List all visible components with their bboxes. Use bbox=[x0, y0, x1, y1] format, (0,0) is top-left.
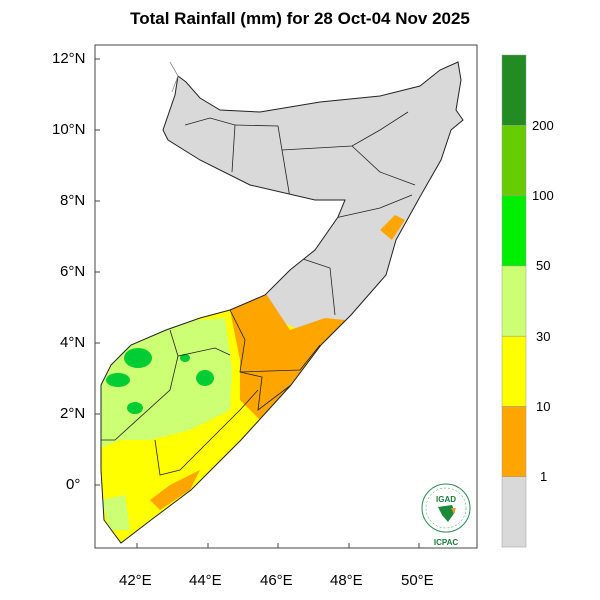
colorbar-label: 30 bbox=[536, 329, 551, 344]
colorbar-label: 100 bbox=[532, 188, 554, 203]
colorbar-segment bbox=[501, 195, 527, 267]
rain-zone-orange-south bbox=[150, 470, 200, 510]
lat-label: 6°N bbox=[60, 263, 86, 280]
colorbar-label: 50 bbox=[536, 258, 551, 273]
lat-label: 4°N bbox=[60, 334, 86, 351]
rain-zone-green bbox=[180, 354, 190, 362]
colorbar-segment bbox=[501, 476, 527, 548]
rain-zone-green bbox=[196, 370, 214, 386]
rain-zone-green bbox=[124, 348, 152, 368]
rain-zone-orange bbox=[230, 292, 345, 420]
rain-zone-light-green-south bbox=[101, 495, 130, 530]
lat-label: 0° bbox=[66, 476, 81, 493]
lon-label: 44°E bbox=[189, 572, 222, 589]
rain-zone-orange-north bbox=[380, 215, 405, 240]
colorbar-segment bbox=[501, 125, 527, 196]
colorbar bbox=[501, 54, 527, 548]
svg-text:ICPAC: ICPAC bbox=[434, 538, 459, 547]
colorbar-segment bbox=[501, 406, 527, 477]
lat-label: 10°N bbox=[52, 121, 86, 138]
neighbor-border bbox=[169, 61, 179, 93]
icpac-logo: IGAD ICPAC bbox=[421, 483, 471, 547]
lat-label: 8°N bbox=[60, 192, 86, 209]
colorbar-label: 10 bbox=[536, 399, 551, 414]
lon-label: 48°E bbox=[330, 572, 363, 589]
admin-boundaries bbox=[101, 111, 416, 476]
colorbar-label: 1 bbox=[540, 469, 548, 484]
rain-zone-green bbox=[106, 373, 130, 387]
map-title: Total Rainfall (mm) for 28 Oct-04 Nov 20… bbox=[130, 9, 470, 28]
rain-zone-green bbox=[127, 402, 143, 414]
colorbar-segment bbox=[501, 265, 527, 337]
lat-label: 2°N bbox=[60, 405, 86, 422]
colorbar-segment bbox=[501, 54, 527, 126]
colorbar-label: 200 bbox=[532, 118, 554, 133]
svg-text:IGAD: IGAD bbox=[436, 495, 456, 504]
lat-label: 12°N bbox=[52, 50, 86, 67]
colorbar-segment bbox=[501, 335, 527, 407]
lon-label: 42°E bbox=[119, 572, 152, 589]
lon-label: 50°E bbox=[401, 572, 434, 589]
axis-ticks bbox=[95, 58, 420, 548]
lon-label: 46°E bbox=[260, 572, 293, 589]
